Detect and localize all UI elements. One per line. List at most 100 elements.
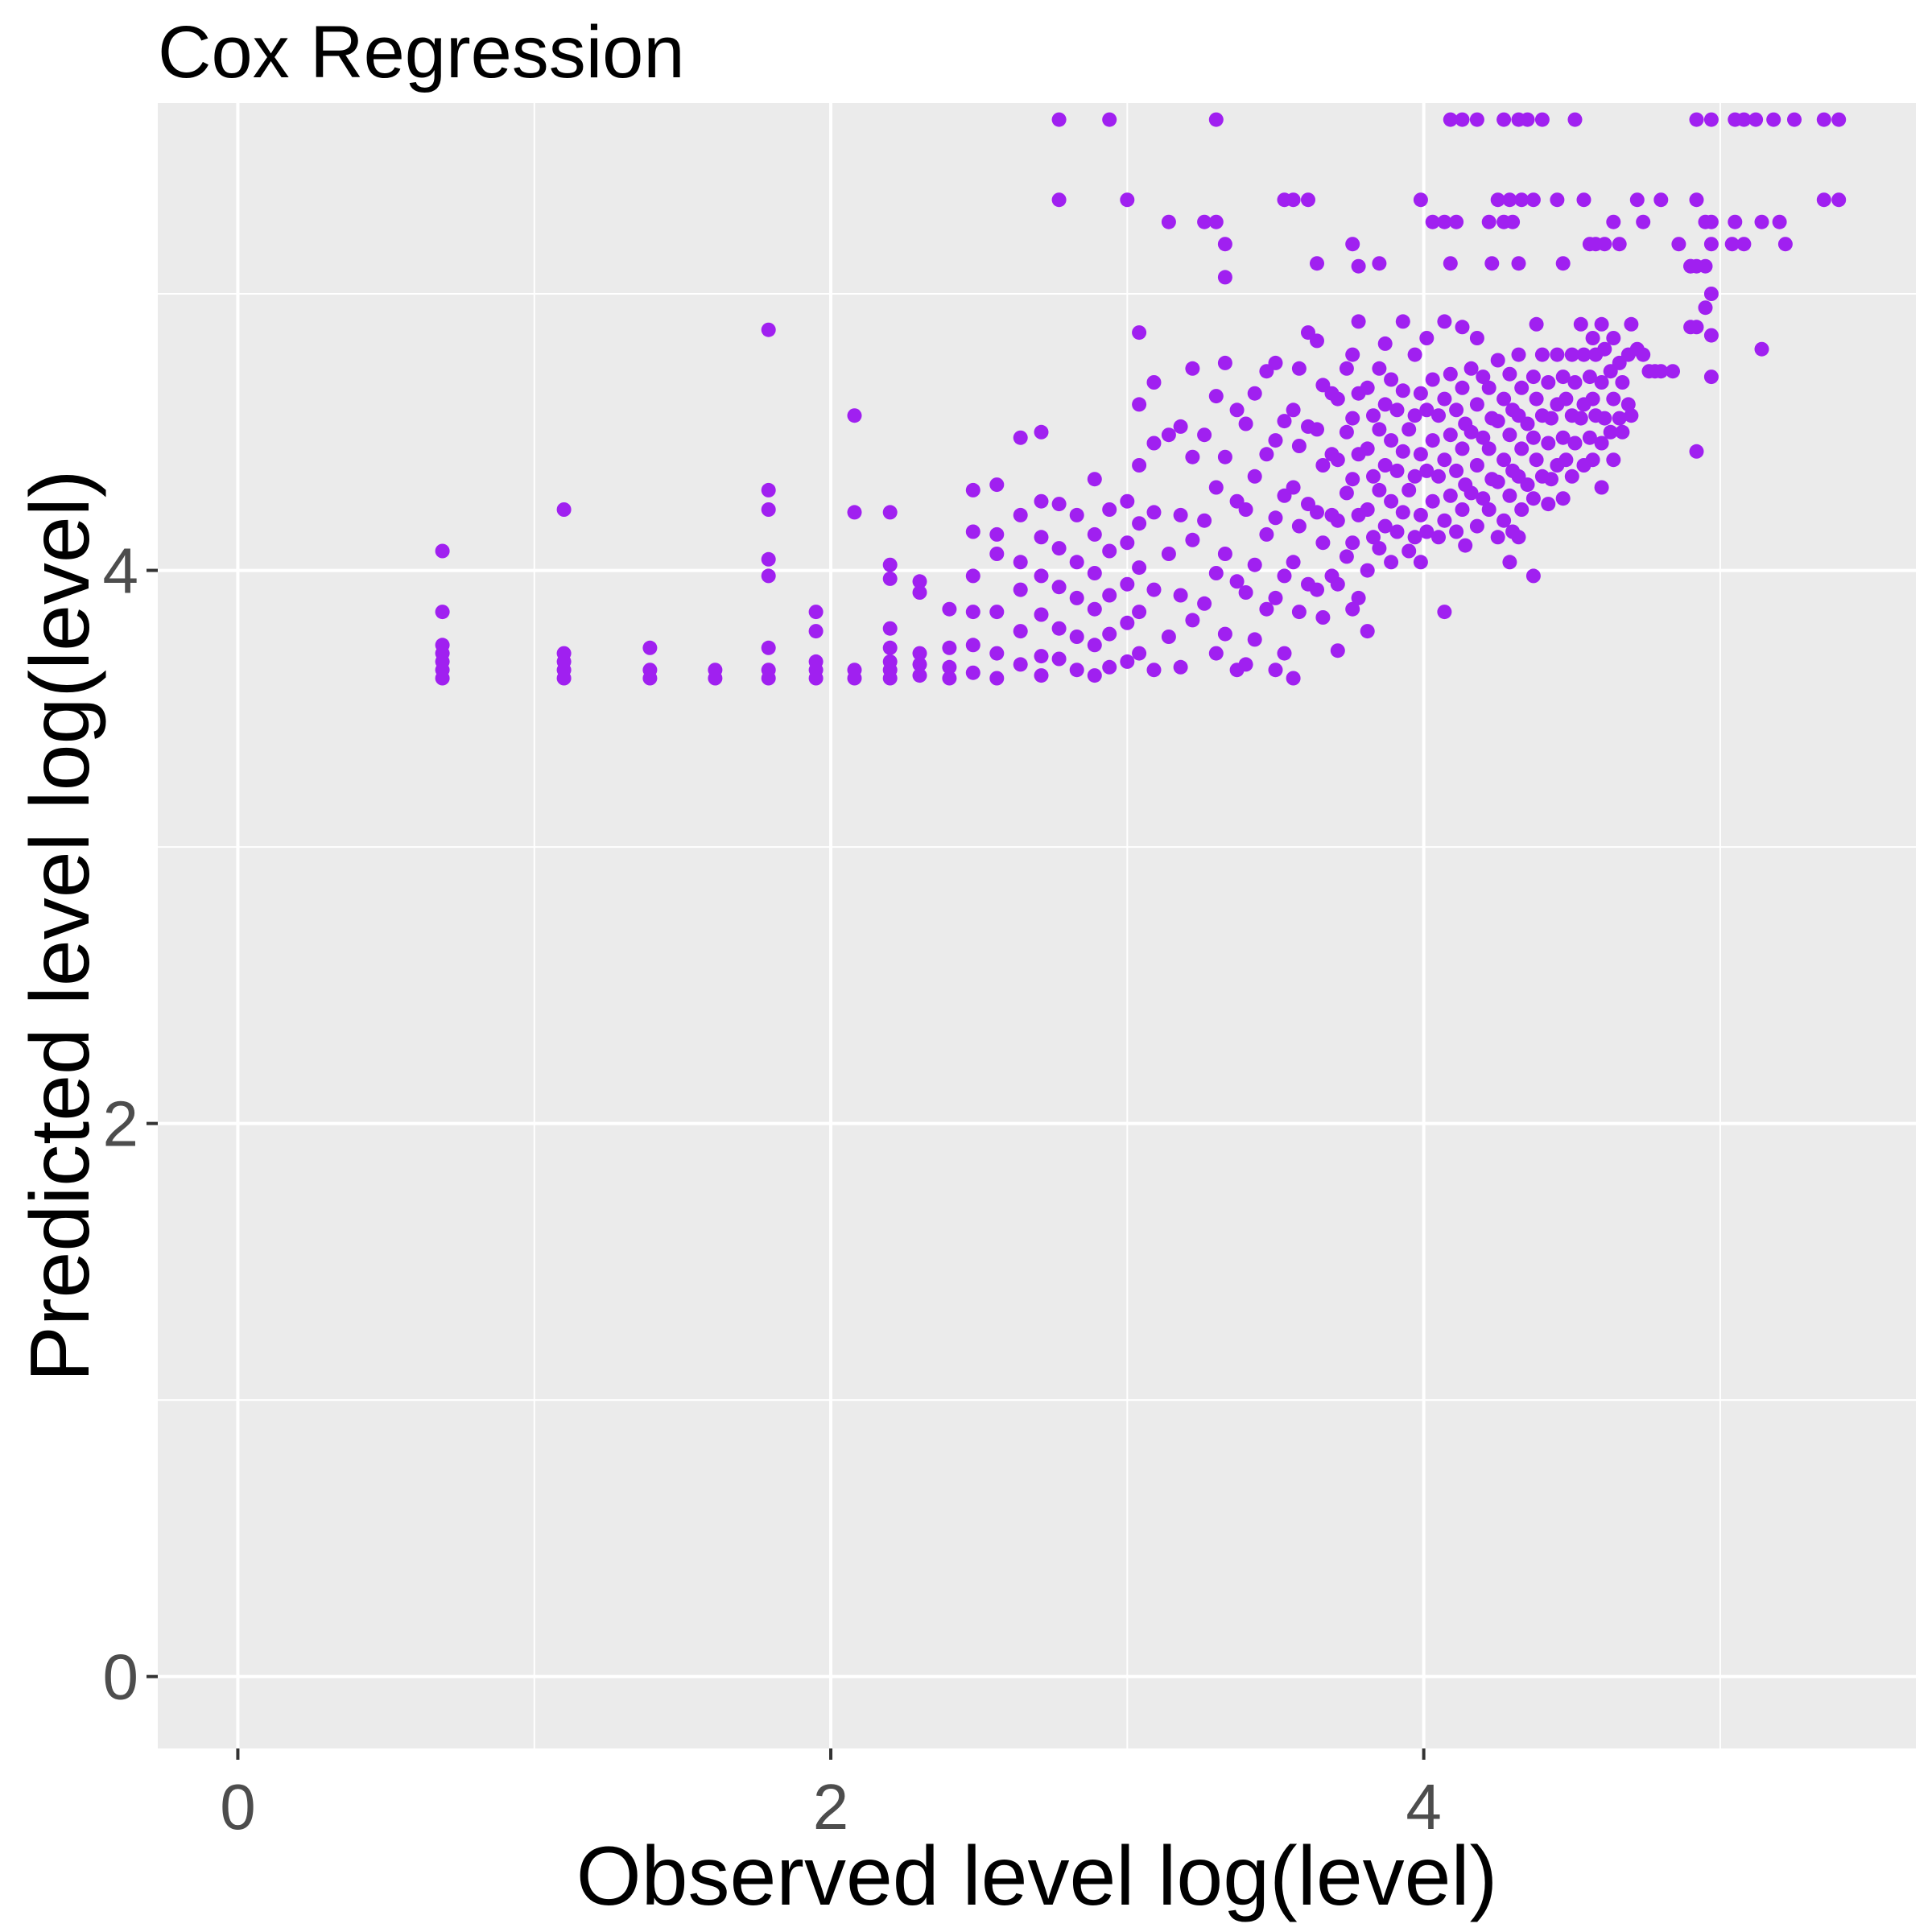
data-point [1051, 497, 1067, 512]
data-point [1051, 621, 1067, 636]
data-point [1407, 408, 1422, 423]
data-point [1217, 237, 1232, 252]
data-point [1238, 416, 1253, 431]
data-point [1087, 638, 1102, 653]
data-point [1161, 547, 1176, 561]
data-point [1069, 507, 1084, 522]
data-point [1502, 555, 1517, 570]
data-point [1481, 380, 1496, 395]
data-point [989, 646, 1005, 661]
data-point [847, 408, 862, 423]
data-point [1013, 430, 1028, 445]
data-point [1567, 436, 1583, 451]
data-point [1724, 237, 1740, 252]
data-point [1013, 555, 1028, 570]
data-point [1402, 482, 1417, 497]
data-point [1051, 580, 1067, 595]
data-point [1597, 341, 1612, 357]
data-point [965, 524, 980, 539]
data-point [1689, 320, 1704, 335]
data-point [1051, 651, 1067, 667]
data-point [1291, 605, 1307, 620]
x-tick-label: 2 [813, 1771, 849, 1843]
data-point [1102, 659, 1117, 675]
data-point [1208, 480, 1224, 495]
data-point [1217, 270, 1232, 285]
data-point [1541, 497, 1556, 512]
data-point [1615, 375, 1630, 390]
data-point [1525, 491, 1541, 506]
data-point [1395, 314, 1410, 329]
data-point [1384, 555, 1399, 570]
data-point [1620, 397, 1636, 412]
data-point [1173, 507, 1188, 522]
data-point [1102, 588, 1117, 603]
data-point [1419, 463, 1435, 478]
data-point [1564, 469, 1579, 484]
x-tick-labels: 0 2 4 [220, 1771, 1442, 1843]
data-point [1366, 530, 1381, 545]
data-point [1102, 543, 1117, 559]
data-point [1455, 320, 1470, 335]
data-point [1443, 256, 1458, 271]
data-point [942, 601, 957, 617]
data-point [1345, 601, 1360, 617]
data-point [1443, 488, 1458, 503]
data-point [1437, 214, 1452, 229]
data-point [1496, 513, 1512, 528]
data-point [1238, 585, 1253, 600]
data-point [1534, 112, 1550, 127]
data-point [1051, 541, 1067, 556]
data-point [1612, 411, 1627, 426]
data-point [1161, 630, 1176, 644]
data-point [1413, 447, 1428, 462]
data-point [1185, 532, 1200, 547]
data-point [1185, 361, 1200, 376]
data-point [965, 568, 980, 584]
data-point [1310, 256, 1324, 271]
data-point [1330, 391, 1345, 407]
data-point [1102, 626, 1117, 642]
data-point [1389, 524, 1405, 539]
data-point [1268, 510, 1283, 526]
data-point [912, 646, 927, 661]
data-point [1525, 568, 1541, 584]
data-point [1301, 192, 1315, 208]
data-point [1339, 549, 1354, 564]
data-point [1051, 112, 1067, 127]
data-point [1437, 314, 1452, 329]
data-point [1449, 402, 1464, 418]
data-point [1217, 449, 1232, 464]
plot-panel [158, 103, 1916, 1748]
data-point [642, 640, 658, 655]
data-point [1013, 507, 1028, 522]
data-point [1419, 402, 1435, 418]
data-point [1360, 563, 1375, 578]
data-point [1624, 316, 1639, 332]
data-point [1597, 411, 1612, 426]
data-point [1671, 237, 1686, 252]
data-point [1413, 192, 1428, 208]
data-point [1736, 112, 1752, 127]
data-point [1407, 469, 1422, 484]
data-point [1351, 590, 1366, 605]
data-point [1413, 386, 1428, 401]
data-point [1555, 369, 1571, 385]
data-point [1748, 112, 1764, 127]
data-point [965, 638, 980, 653]
data-point [1496, 452, 1512, 468]
data-point [1629, 192, 1645, 208]
data-point [1395, 444, 1410, 459]
data-point [1310, 333, 1324, 349]
data-point [1541, 436, 1556, 451]
data-point [1259, 601, 1274, 617]
data-point [1173, 588, 1188, 603]
data-point [1291, 361, 1307, 376]
data-point [1372, 361, 1387, 376]
data-point [1425, 214, 1440, 229]
data-point [1034, 668, 1049, 683]
data-point [1525, 430, 1541, 445]
data-point [1558, 391, 1574, 407]
data-point [1208, 389, 1224, 404]
